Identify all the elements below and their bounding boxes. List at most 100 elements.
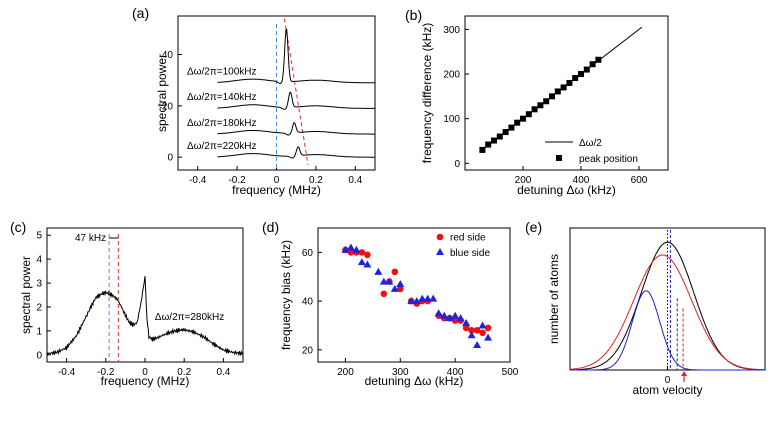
- panel-e-curve: [569, 254, 765, 371]
- panel-b-ytick-label: 0: [454, 159, 460, 170]
- panel-b-ytick-label: 200: [443, 70, 460, 81]
- panel-d-blue-point: [445, 314, 454, 322]
- panel-d-xtick-label: 300: [392, 367, 409, 378]
- panel-d-xtick-label: 500: [502, 367, 519, 378]
- panel-d-red-point: [451, 317, 459, 324]
- panel-d-blue-point: [346, 243, 355, 251]
- panel-d-blue-point: [374, 267, 383, 275]
- panel-b-legend-label: Δω/2: [579, 138, 602, 149]
- panel-a-xtick-label: 0.2: [309, 175, 323, 186]
- panel-c-frame: [46, 227, 244, 363]
- panel-b-data-point: [491, 137, 497, 144]
- panel-d-legend-red-swatch: [436, 233, 444, 241]
- panel-d-blue-point: [423, 294, 432, 302]
- panel-d-red-point: [380, 290, 388, 298]
- panel-a-spectrum-line: [217, 146, 375, 159]
- panel-b-data-point: [560, 84, 567, 91]
- panel-c-ytick-label: 1: [36, 326, 42, 337]
- panel-c-shift-label: 47 kHz: [75, 233, 106, 244]
- panel-d-red-point: [364, 251, 371, 259]
- panel-a-series-label: Δω/2π=220kHz: [187, 141, 256, 152]
- panel-d-red-point: [396, 285, 404, 293]
- panel-d-blue-point: [352, 245, 361, 253]
- panel-e-xtick-label: 0: [665, 375, 671, 386]
- panel-d-blue-point: [467, 331, 476, 339]
- panel-d-chart: 200 300 400 500 20 40 60 detuning Δω (kHz) frequ…: [279, 227, 519, 388]
- panel-e-curve: [570, 290, 765, 371]
- panel-a-xtick-label: 0: [274, 175, 280, 186]
- panel-d-red-point: [358, 249, 366, 256]
- panel-a-ytick-label: 40: [162, 50, 174, 61]
- panel-d-blue-point: [341, 245, 350, 253]
- panel-c-ytick-label: 0: [36, 350, 42, 361]
- panel-a-xtick-label: -0.4: [189, 175, 207, 186]
- panel-d-blue-point: [434, 309, 443, 317]
- panel-b-data-point: [485, 141, 492, 148]
- panel-a-spectrum-line: [217, 28, 375, 85]
- panel-b-xtick-label: 400: [573, 175, 590, 186]
- panel-d-blue-point: [478, 321, 487, 329]
- panel-b-data-point: [595, 56, 602, 63]
- panel-d-blue-point: [418, 294, 427, 302]
- panel-a-xlabel: frequency (MHz): [232, 183, 321, 197]
- panel-b-data-point: [543, 98, 550, 105]
- panel-c-xtick-label: 0.4: [216, 367, 230, 378]
- panel-b-ylabel: frequency difference (kHz): [420, 23, 434, 164]
- panel-d-red-point: [479, 329, 486, 337]
- panel-d-blue-point: [456, 314, 465, 322]
- panel-b-data-point: [572, 75, 579, 82]
- panel-a-spectrum-line: [217, 91, 375, 110]
- panel-d-legend-blue-swatch: [436, 248, 444, 255]
- panel-d-blue-point: [357, 258, 366, 266]
- panel-b-data-point: [537, 102, 544, 109]
- panel-d-xlabel: detuning Δω (kHz): [365, 374, 464, 388]
- panel-d-blue-point: [473, 340, 482, 348]
- panel-d-blue-point: [484, 333, 493, 341]
- panel-b-legend-square-swatch: [556, 155, 562, 161]
- panel-c-ylabel: spectral power: [19, 256, 33, 334]
- panel-b-label: (b): [405, 7, 422, 23]
- panel-b-ytick-label: 300: [443, 25, 460, 36]
- panel-c-label: (c): [10, 219, 26, 235]
- panel-b-chart: 200 400 600 0 100 200 300 detuning Δω (kHz) freq…: [420, 15, 669, 197]
- panel-b-data-point: [479, 146, 486, 153]
- panel-a-ylabel: spectral power: [155, 54, 169, 132]
- panel-a-red-dashed-line: [283, 18, 309, 165]
- panel-d-legend-label: red side: [450, 233, 486, 244]
- panel-b-xtick-label: 200: [515, 175, 532, 186]
- panel-b-data-point: [554, 88, 561, 95]
- panel-a-ytick-label: 20: [162, 101, 174, 112]
- panel-a-spectrum-line: [217, 122, 375, 136]
- panel-a-series-label: Δω/2π=180kHz: [187, 118, 256, 129]
- panel-c-chart: -0.4 -0.2 0 0.2 0.4 0 1 2 3 4 5 frequency (MHz) spec…: [19, 227, 244, 388]
- panel-c-detuning-label: Δω/2π=280kHz: [155, 312, 224, 323]
- panel-c-xtick-label: 0: [142, 367, 148, 378]
- panel-b-ytick-label: 100: [443, 114, 460, 125]
- panel-b-data-point: [508, 124, 515, 131]
- panel-b-xlabel: detuning Δω (kHz): [517, 183, 616, 197]
- panel-d-xtick-label: 400: [447, 367, 464, 378]
- panel-c-spectrum-line: [46, 276, 244, 357]
- panel-b-data-point: [589, 61, 596, 68]
- panel-a-xtick-label: 0.4: [348, 175, 362, 186]
- panel-d-ytick-label: 20: [302, 345, 314, 356]
- panel-a-ytick-label: 0: [167, 153, 173, 164]
- panel-e-arrow-head: [681, 371, 688, 376]
- panel-b-data-point: [520, 115, 526, 122]
- panel-b-data-point: [496, 133, 503, 140]
- panel-d-xtick-label: 200: [337, 367, 354, 378]
- panel-d-blue-point: [462, 319, 471, 327]
- panel-a-series-label: Δω/2π=100kHz: [187, 67, 256, 78]
- panel-c-xlabel: frequency (MHz): [101, 374, 190, 388]
- panel-c-xtick-label: 0.2: [177, 367, 191, 378]
- panel-d-label: (d): [262, 219, 279, 235]
- panel-c-xtick-label: -0.4: [58, 367, 76, 378]
- panel-d-blue-point: [379, 277, 388, 285]
- panel-e-xlabel: atom velocity: [632, 383, 702, 397]
- panel-c-ytick-label: 2: [36, 302, 42, 313]
- panel-d-frame: [317, 227, 511, 363]
- panel-d-blue-point: [440, 311, 449, 319]
- panel-a-label: (a): [132, 5, 149, 21]
- panel-b-data-point: [578, 71, 584, 78]
